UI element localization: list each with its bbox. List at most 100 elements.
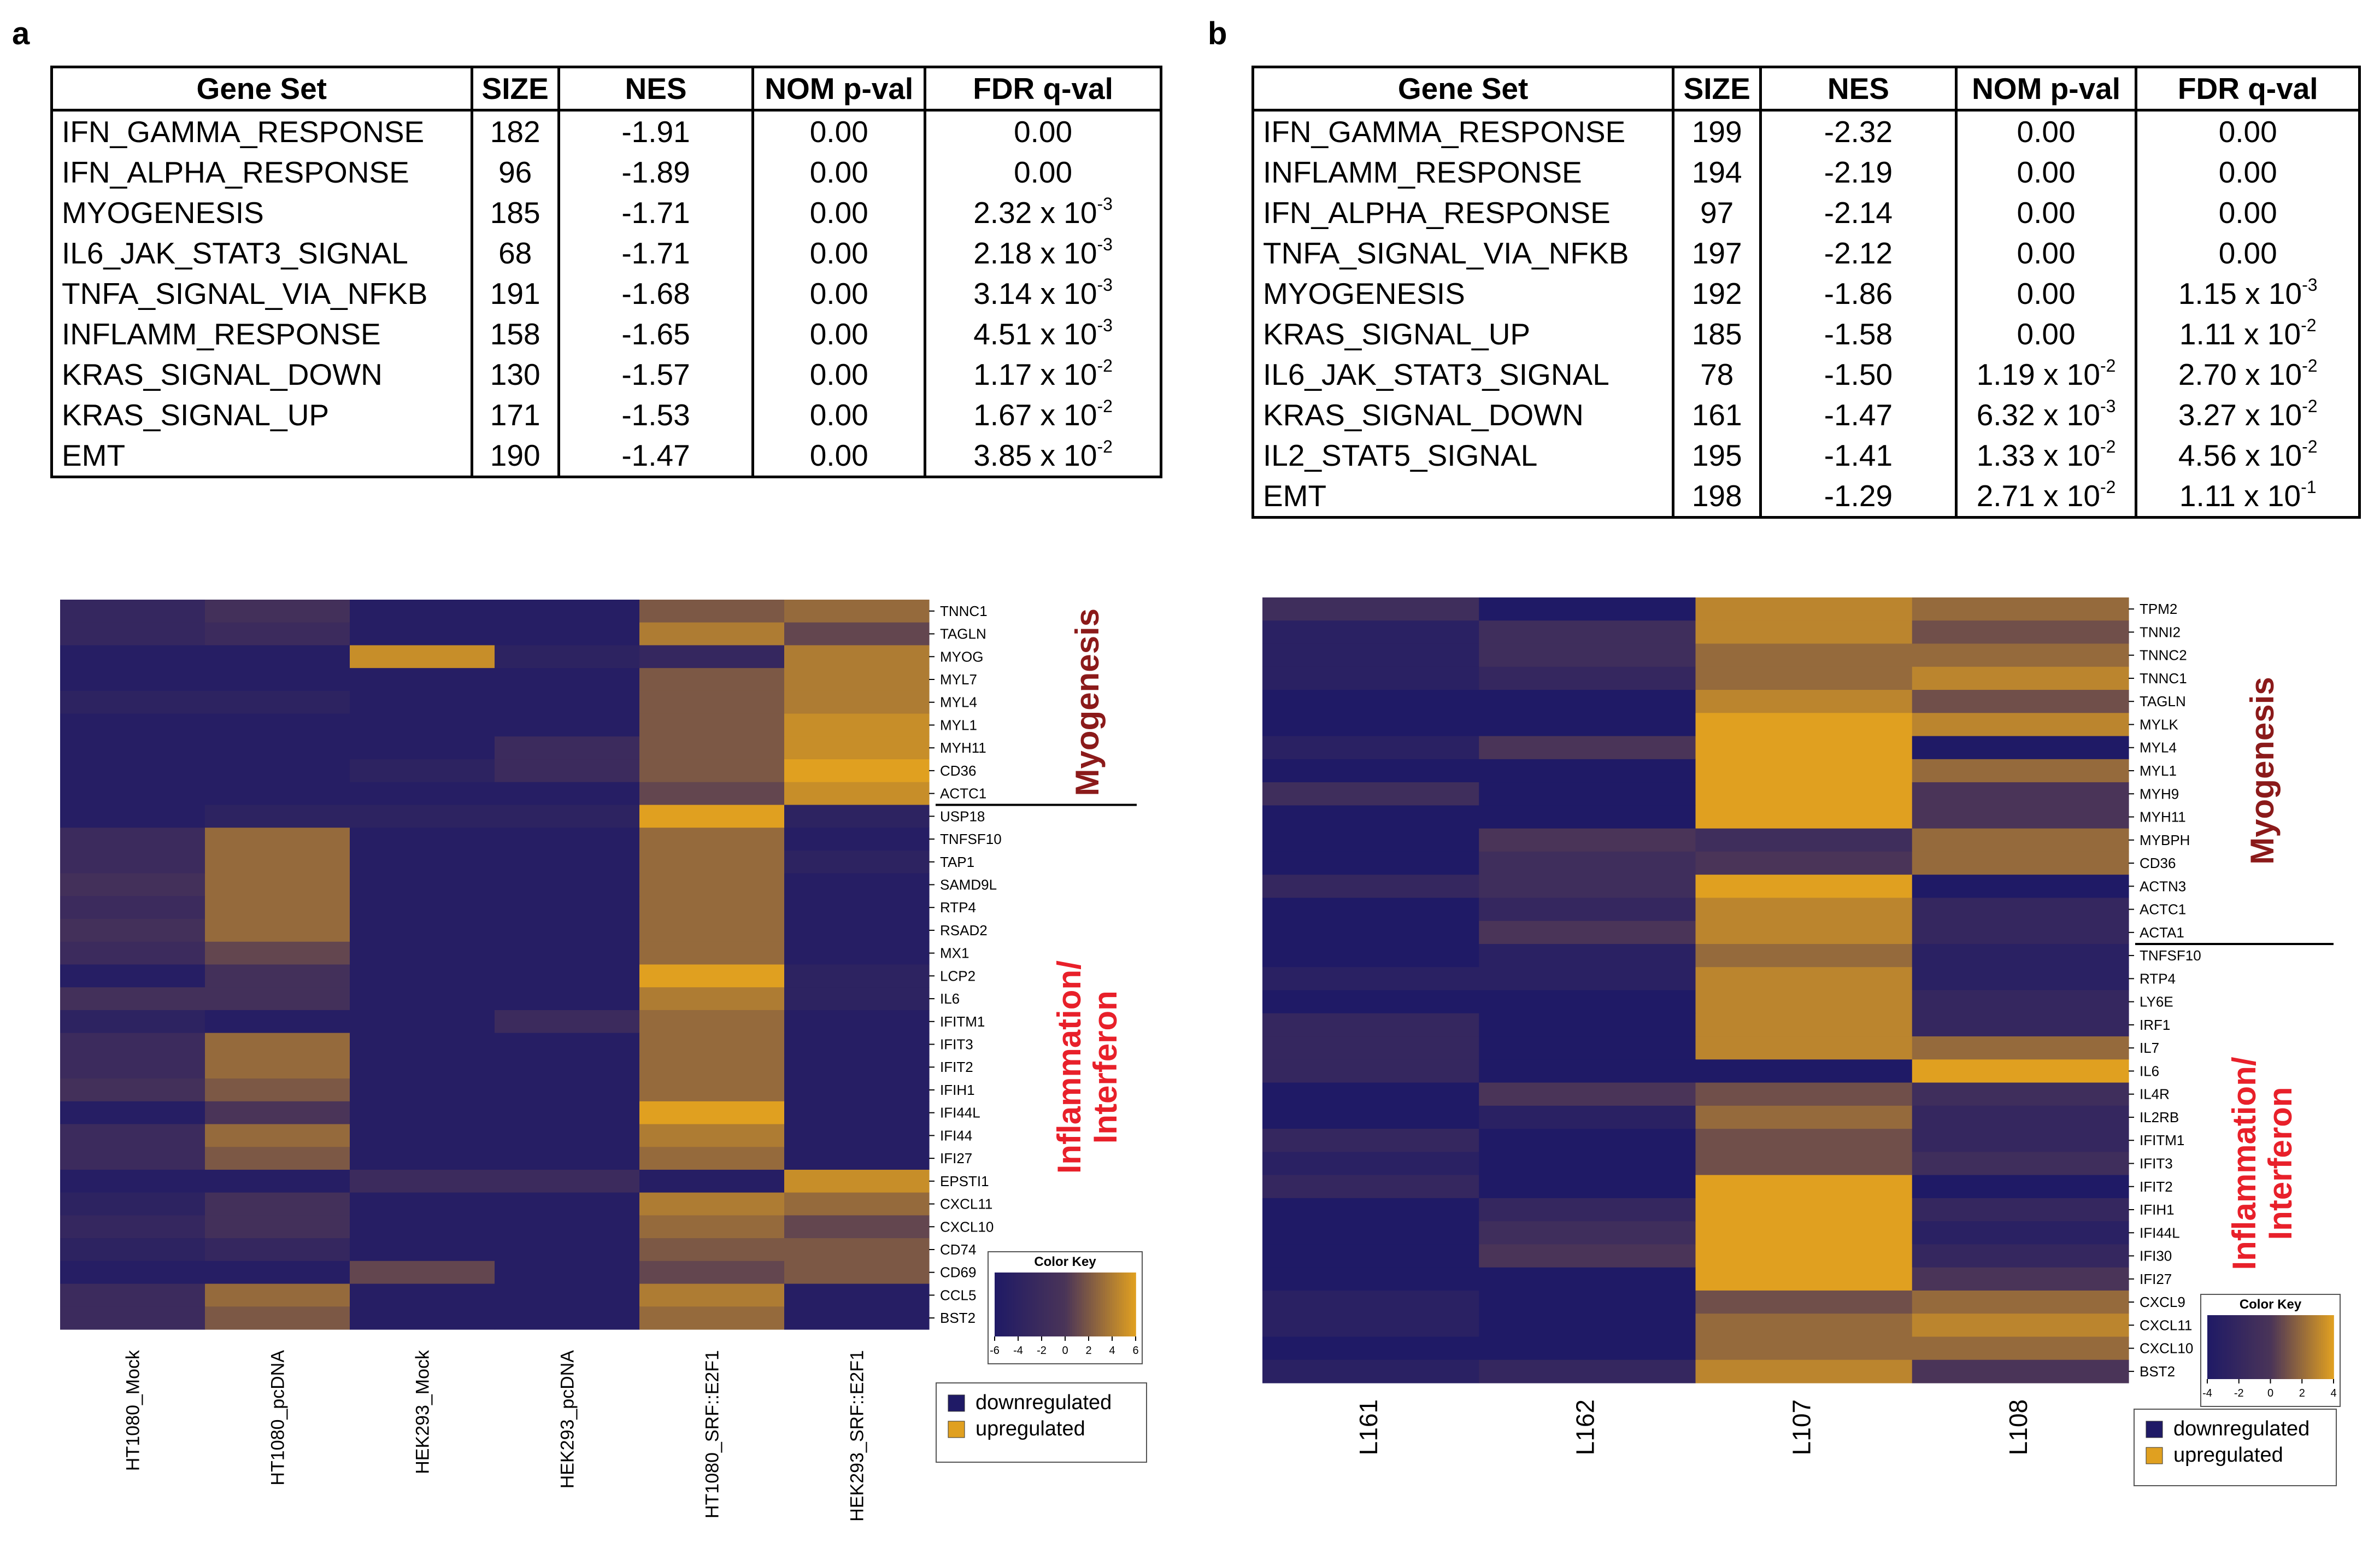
heatmap-cell bbox=[350, 1215, 495, 1239]
heatmap-cell bbox=[1479, 1314, 1696, 1338]
nes-cell: -1.53 bbox=[557, 395, 755, 435]
heatmap-cell bbox=[1912, 805, 2129, 829]
heatmap-cell bbox=[495, 1033, 640, 1056]
heatmap-cell bbox=[60, 919, 205, 942]
heatmap-cell bbox=[1695, 713, 1913, 737]
heatmap-cell bbox=[639, 987, 785, 1011]
heatmap-cell bbox=[784, 896, 930, 919]
table-row: IL2_STAT5_SIGNAL 195 -1.41 1.33 x 10-2 4.56 … bbox=[1251, 435, 2361, 476]
heatmap-cell bbox=[1695, 851, 1913, 875]
heatmap-cell bbox=[350, 828, 495, 851]
nes-cell: -2.12 bbox=[1759, 233, 1958, 273]
color-key-tick-label: 0 bbox=[2267, 1387, 2273, 1399]
heatmap-cell bbox=[1262, 828, 1479, 852]
heatmap-cell bbox=[1262, 1359, 1479, 1383]
heatmap-cell bbox=[1912, 759, 2129, 783]
row-label: LCP2 bbox=[940, 968, 975, 984]
heatmap-cell bbox=[639, 1033, 785, 1056]
legend-label: upregulated bbox=[2173, 1444, 2283, 1467]
color-key-tick-label: 4 bbox=[1109, 1345, 1115, 1357]
heatmap-cell bbox=[1695, 943, 1913, 968]
color-key-swatch bbox=[2209, 1315, 2212, 1379]
heatmap-cell bbox=[205, 1101, 350, 1125]
header-fdr-qval: FDR q-val bbox=[924, 66, 1162, 112]
heatmap-cell bbox=[784, 736, 930, 760]
exponent: -2 bbox=[2100, 437, 2116, 456]
column-label: HT1080_pcDNA bbox=[268, 1350, 289, 1486]
heatmap-cell bbox=[350, 600, 495, 623]
color-key-tick-label: -4 bbox=[2202, 1387, 2212, 1399]
heatmap-cell bbox=[495, 1238, 640, 1262]
heatmap-cell bbox=[639, 919, 785, 942]
row-label: RSAD2 bbox=[940, 922, 988, 939]
heatmap-cell bbox=[1479, 1059, 1696, 1083]
legend-swatch bbox=[948, 1394, 965, 1412]
heatmap-cell bbox=[1695, 1013, 1913, 1037]
heatmap-cell bbox=[784, 828, 930, 851]
heatmap-cell bbox=[639, 736, 785, 760]
color-key-swatch bbox=[2222, 1315, 2225, 1379]
heatmap-cell bbox=[60, 850, 205, 874]
heatmap-cell bbox=[350, 964, 495, 988]
color-key-swatch bbox=[2270, 1315, 2273, 1379]
heatmap-cell bbox=[1695, 828, 1913, 852]
color-key-swatch bbox=[999, 1273, 1002, 1336]
nes-cell: -1.71 bbox=[557, 192, 755, 233]
nes-cell: -1.71 bbox=[557, 233, 755, 273]
heatmap-cell bbox=[495, 919, 640, 942]
row-label: CD69 bbox=[940, 1264, 976, 1281]
color-key-swatch bbox=[2283, 1315, 2286, 1379]
exponent: -3 bbox=[2302, 275, 2318, 295]
color-key-swatch bbox=[1013, 1273, 1016, 1336]
heatmap-cell bbox=[350, 896, 495, 919]
heatmap-cell bbox=[60, 1124, 205, 1147]
row-label: TAGLN bbox=[940, 626, 986, 642]
size-cell: 199 bbox=[1672, 110, 1762, 152]
heatmap-cell bbox=[350, 759, 495, 783]
color-key-swatch bbox=[2295, 1315, 2299, 1379]
heatmap-cell bbox=[350, 1033, 495, 1056]
nom-pval-cell: 0.00 bbox=[1954, 152, 2138, 192]
nom-pval-cell: 0.00 bbox=[1954, 314, 2138, 354]
nom-pval-cell: 1.33 x 10-2 bbox=[1954, 435, 2138, 476]
fdr-qval-cell: 2.32 x 10-3 bbox=[924, 192, 1162, 233]
color-key-swatch bbox=[1046, 1273, 1049, 1336]
header-nom-pval: NOM p-val bbox=[751, 66, 927, 112]
heatmap-cell bbox=[784, 600, 930, 623]
heatmap-cell bbox=[495, 1056, 640, 1079]
row-label: MYL1 bbox=[2140, 763, 2177, 779]
heatmap-cell bbox=[1695, 1359, 1913, 1383]
heatmap-cell bbox=[205, 873, 350, 896]
row-label: CXCL9 bbox=[2140, 1294, 2185, 1310]
heatmap-cell bbox=[350, 1192, 495, 1216]
color-key-swatch bbox=[1114, 1273, 1118, 1336]
heatmap-cell bbox=[1695, 898, 1913, 922]
heatmap-cell bbox=[495, 1260, 640, 1285]
heatmap-cell bbox=[639, 668, 785, 691]
size-cell: 185 bbox=[470, 192, 560, 233]
size-cell: 194 bbox=[1672, 152, 1762, 192]
heatmap-cell bbox=[1262, 1221, 1479, 1245]
color-key-swatch bbox=[1086, 1273, 1089, 1336]
nes-cell: -1.57 bbox=[557, 354, 755, 395]
row-label: CD36 bbox=[2140, 855, 2176, 871]
nom-pval-cell: 0.00 bbox=[751, 273, 927, 314]
heatmap-cell bbox=[1479, 1105, 1696, 1129]
heatmap-cell bbox=[1912, 736, 2129, 760]
color-key-swatch bbox=[2213, 1315, 2217, 1379]
heatmap-cell bbox=[1262, 1152, 1479, 1176]
row-label: CXCL10 bbox=[2140, 1340, 2193, 1357]
table-row: EMT 198 -1.29 2.71 x 10-2 1.11 x 10-1 bbox=[1251, 476, 2361, 519]
color-key-swatch bbox=[1053, 1273, 1056, 1336]
heatmap-cell bbox=[205, 713, 350, 737]
row-label: MYLK bbox=[2140, 716, 2178, 732]
color-key-swatch bbox=[2329, 1315, 2332, 1379]
heatmap-cell bbox=[60, 1033, 205, 1056]
size-cell: 198 bbox=[1672, 476, 1762, 519]
heatmap-cell bbox=[350, 987, 495, 1011]
color-key-swatch bbox=[2235, 1315, 2237, 1379]
heatmap-cell bbox=[784, 1078, 930, 1102]
heatmap-cell bbox=[1912, 1129, 2129, 1152]
fdr-qval-cell: 0.00 bbox=[2135, 192, 2361, 233]
fdr-qval-cell: 1.17 x 10-2 bbox=[924, 354, 1162, 395]
